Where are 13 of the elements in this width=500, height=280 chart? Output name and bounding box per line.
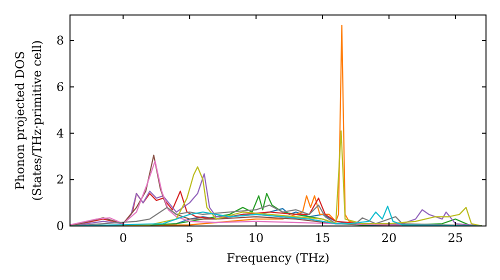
y-tick-label: 0	[56, 219, 64, 233]
y-tick-label: 6	[56, 80, 64, 94]
y-axis-title: Phonon projected DOS (States/THz·primitive cell)	[13, 40, 44, 201]
x-tick-label: 0	[119, 231, 127, 245]
x-tick-label: 5	[186, 231, 194, 245]
x-axis-title: Frequency (THz)	[226, 251, 330, 265]
y-tick-label: 8	[56, 34, 64, 48]
y-tick-label: 4	[56, 126, 64, 140]
x-tick-label: 15	[314, 231, 330, 245]
x-tick-label: 10	[248, 231, 264, 245]
y-tick-label: 2	[56, 172, 64, 187]
x-tick-label: 20	[381, 231, 397, 245]
x-tick-label: 25	[448, 231, 464, 245]
